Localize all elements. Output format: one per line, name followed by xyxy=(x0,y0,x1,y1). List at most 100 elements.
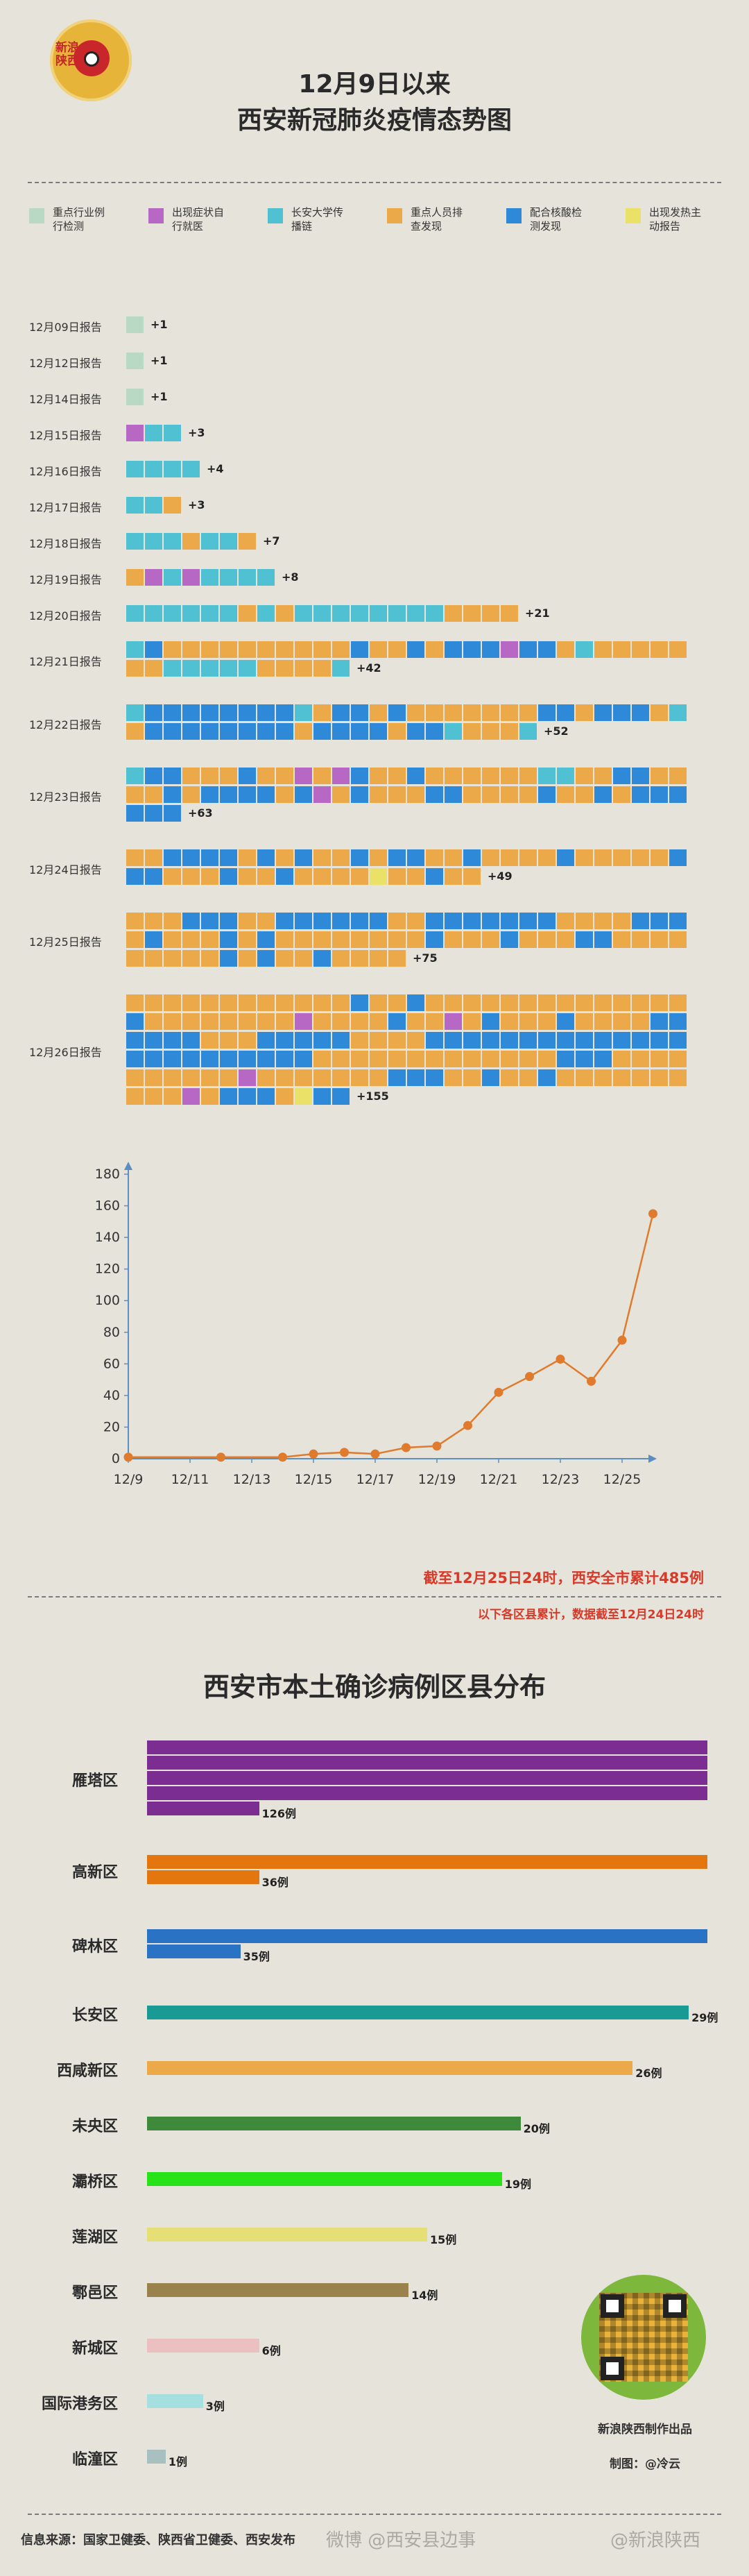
waffle-cell xyxy=(182,641,200,658)
waffle-cell xyxy=(126,461,144,477)
waffle-cell xyxy=(613,1051,630,1067)
district-value-label: 20例 xyxy=(523,2122,550,2135)
waffle-cell xyxy=(164,1013,181,1030)
waffle-cell xyxy=(388,931,406,948)
legend-item: 重点行业例行检测 xyxy=(29,205,108,233)
waffle-cell xyxy=(239,786,256,803)
waffle-cell xyxy=(370,1032,387,1049)
waffle-cell xyxy=(519,1013,537,1030)
waffle-cell xyxy=(145,660,162,677)
waffle-cell xyxy=(257,1013,275,1030)
waffle-cell xyxy=(482,768,499,784)
waffle-cell xyxy=(201,1069,218,1086)
waffle-cell xyxy=(257,931,275,948)
waffle-cell xyxy=(426,768,443,784)
waffle-cell xyxy=(295,1032,312,1049)
waffle-cell xyxy=(407,641,424,658)
legend-swatch xyxy=(268,208,283,223)
waffle-cell xyxy=(407,913,424,929)
author-credit: 制图：@冷云 xyxy=(610,2457,680,2471)
waffle-cell xyxy=(351,1032,368,1049)
waffle-row-count: +63 xyxy=(188,806,213,820)
y-tick-label: 80 xyxy=(103,1325,120,1340)
waffle-cell xyxy=(201,1051,218,1067)
waffle-cell xyxy=(388,950,406,967)
x-tick-label: 12/23 xyxy=(542,1472,580,1487)
waffle-cell xyxy=(538,849,556,866)
waffle-cell xyxy=(276,1032,293,1049)
waffle-cell xyxy=(239,849,256,866)
waffle-cell xyxy=(482,704,499,721)
legend-swatch xyxy=(148,208,164,223)
waffle-cell xyxy=(651,849,668,866)
waffle-cell xyxy=(295,994,312,1011)
waffle-cell xyxy=(501,641,518,658)
waffle-cell xyxy=(201,704,218,721)
waffle-cell xyxy=(201,849,218,866)
waffle-cell xyxy=(463,1032,481,1049)
waffle-cell xyxy=(370,641,387,658)
district-label: 碑林区 xyxy=(71,1938,118,1956)
waffle-cell xyxy=(632,1032,649,1049)
waffle-cell xyxy=(145,641,162,658)
waffle-cell xyxy=(145,868,162,885)
legend-item: 出现症状自行就医 xyxy=(148,205,227,233)
waffle-cell xyxy=(276,994,293,1011)
district-bar xyxy=(147,2394,203,2408)
district-label: 莲湖区 xyxy=(71,2229,118,2246)
waffle-row-label: 12月20日报告 xyxy=(29,609,102,622)
qr-code[interactable] xyxy=(581,2275,706,2400)
waffle-cell xyxy=(276,1013,293,1030)
waffle-cell xyxy=(445,1013,462,1030)
waffle-cell xyxy=(426,849,443,866)
waffle-cell xyxy=(126,605,144,622)
waffle-cell xyxy=(220,533,237,550)
waffle-cell xyxy=(126,868,144,885)
waffle-cell xyxy=(426,868,443,885)
waffle-cell xyxy=(594,931,612,948)
x-axis-arrow xyxy=(648,1455,657,1463)
waffle-cell xyxy=(295,868,312,885)
waffle-cell xyxy=(201,533,218,550)
waffle-cell xyxy=(651,768,668,784)
waffle-cell xyxy=(313,1069,331,1086)
waffle-cell xyxy=(557,1069,574,1086)
waffle-cell xyxy=(126,950,144,967)
waffle-cell xyxy=(594,1051,612,1067)
waffle-cell xyxy=(257,868,275,885)
waffle-cell xyxy=(313,1013,331,1030)
waffle-cell xyxy=(164,805,181,822)
waffle-cell xyxy=(407,1013,424,1030)
waffle-cell xyxy=(538,931,556,948)
waffle-cell xyxy=(182,994,200,1011)
waffle-cell xyxy=(332,723,350,740)
waffle-cell xyxy=(632,849,649,866)
waffle-cell xyxy=(145,768,162,784)
waffle-cell xyxy=(220,786,237,803)
waffle-row-label: 12月24日报告 xyxy=(29,863,102,876)
waffle-cell xyxy=(370,950,387,967)
waffle-cell xyxy=(201,768,218,784)
waffle-cell xyxy=(426,931,443,948)
waffle-cell xyxy=(576,1013,593,1030)
waffle-cell xyxy=(276,1051,293,1067)
waffle-cell xyxy=(538,1069,556,1086)
waffle-cell xyxy=(388,1069,406,1086)
waffle-cell xyxy=(557,641,574,658)
waffle-cell xyxy=(145,1088,162,1105)
waffle-cell xyxy=(332,1069,350,1086)
waffle-cell xyxy=(651,1013,668,1030)
waffle-row-count: +1 xyxy=(150,318,168,331)
waffle-cell xyxy=(594,849,612,866)
data-point xyxy=(278,1452,287,1462)
y-tick-label: 180 xyxy=(95,1167,120,1182)
waffle-cell xyxy=(613,913,630,929)
waffle-cell xyxy=(182,723,200,740)
waffle-cell xyxy=(557,849,574,866)
district-bar xyxy=(147,1740,707,1754)
legend-label: 出现发热主动报告 xyxy=(649,206,702,232)
waffle-cell xyxy=(295,1069,312,1086)
waffle-cell xyxy=(220,1013,237,1030)
waffle-cell xyxy=(651,641,668,658)
waffle-cell xyxy=(576,1069,593,1086)
